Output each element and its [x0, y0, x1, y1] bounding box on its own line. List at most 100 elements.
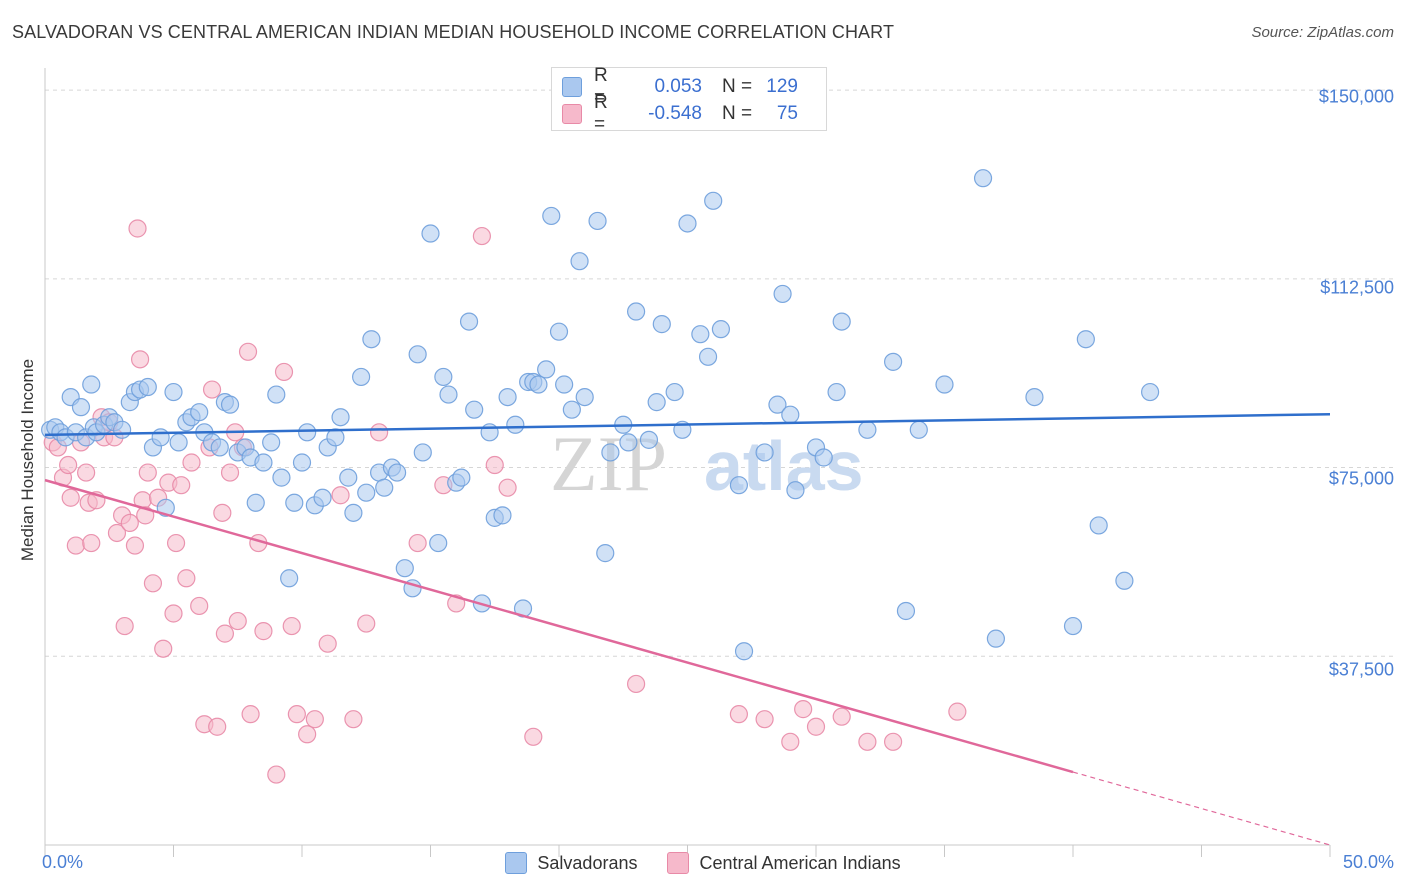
cai-point — [755, 710, 774, 729]
salvadoran-point — [267, 385, 286, 404]
y-tick-label: $75,000 — [1328, 468, 1394, 489]
legend-swatch — [562, 77, 582, 97]
salvadoran-point — [285, 493, 304, 512]
salvadoran-point — [387, 463, 407, 482]
salvadoran-point — [112, 420, 132, 439]
salvadoran-point — [529, 375, 548, 394]
salvadoran-point — [210, 438, 229, 457]
cai-point — [948, 702, 967, 721]
cai-point — [331, 486, 350, 505]
salvadoran-point — [272, 468, 291, 487]
cai-point — [215, 624, 234, 643]
salvadoran-point — [493, 506, 512, 525]
salvadoran-point — [292, 453, 312, 472]
cai-point — [858, 732, 877, 751]
cai-point — [267, 765, 286, 784]
legend-swatch — [505, 852, 528, 874]
salvadoran-point — [827, 382, 846, 402]
salvadoran-point — [832, 312, 851, 331]
correlation-legend: R = 0.053 N = 129 R = -0.548 N = 75 — [551, 65, 827, 135]
cai-point — [154, 639, 173, 658]
salvadoran-point — [755, 443, 774, 462]
salvadoran-point — [652, 315, 671, 334]
cai-point — [238, 342, 258, 361]
salvadoran-point — [331, 408, 350, 427]
cai-point — [115, 616, 134, 636]
legend-r-value: 0.053 — [654, 76, 702, 97]
salvadoran-point — [786, 481, 805, 500]
salvadoran-point — [596, 544, 615, 563]
y-tick-label: $150,000 — [1318, 86, 1394, 107]
cai-point — [220, 463, 240, 482]
salvadoran-point — [562, 400, 581, 419]
salvadoran-point — [1089, 516, 1108, 535]
salvadoran-point — [773, 284, 792, 304]
salvadoran-point — [678, 214, 697, 233]
cai-point — [254, 622, 273, 641]
salvadoran-point — [626, 302, 646, 321]
salvadoran-point — [781, 405, 800, 424]
salvadoran-point — [665, 382, 684, 402]
salvadoran-point — [220, 395, 240, 414]
salvadoran-point — [408, 345, 427, 364]
legend-r-value: -0.548 — [648, 103, 702, 124]
salvadoran-point — [973, 169, 993, 188]
salvadoran-point — [169, 433, 188, 452]
legend-n-label: N = — [722, 76, 753, 97]
cai-point — [172, 476, 191, 495]
cai-point — [883, 732, 903, 751]
salvadoran-point — [555, 375, 574, 394]
salvadoran-point — [704, 191, 723, 210]
salvadoran-point — [421, 224, 440, 243]
cai-point — [130, 350, 150, 369]
salvadoran-point — [357, 483, 376, 502]
cai-point — [282, 616, 301, 636]
salvadoran-point — [313, 488, 332, 507]
salvadoran-point — [814, 448, 833, 467]
salvadoran-point — [498, 387, 517, 407]
y-tick-label: $112,500 — [1320, 277, 1394, 298]
salvadoran-point — [1063, 616, 1083, 636]
cai-point — [128, 219, 147, 238]
cai-point — [61, 488, 80, 507]
legend-r-label: R = — [594, 92, 608, 135]
cai-point — [143, 574, 163, 593]
salvadoran-point — [339, 468, 358, 487]
salvadoran-point — [506, 415, 525, 434]
cai-point — [190, 596, 209, 616]
cai-point — [357, 614, 376, 633]
salvadoran-point — [298, 423, 317, 442]
trend-lines — [44, 412, 1331, 846]
salvadoran-point — [344, 503, 363, 522]
cai-point — [107, 523, 127, 543]
cai-point — [832, 707, 851, 726]
gridlines — [45, 89, 1395, 657]
cai-point — [66, 536, 85, 555]
salvadoran-point — [439, 385, 458, 404]
cai-point — [202, 380, 222, 399]
source-credit: Source: ZipAtlas.com — [1251, 24, 1394, 41]
salvadoran-point — [459, 312, 479, 331]
salvadoran-point — [619, 433, 638, 452]
salvadoran-point — [434, 367, 453, 387]
legend-item-salvadorans: Salvadorans — [505, 852, 637, 874]
cai-point — [472, 226, 491, 246]
chart-title: SALVADORAN VS CENTRAL AMERICAN INDIAN ME… — [12, 22, 895, 42]
cai-trend-line — [44, 478, 1074, 774]
cai-point — [781, 732, 800, 751]
salvadoran-point — [691, 325, 710, 344]
salvadoran-point — [537, 360, 556, 379]
legend-row-central-american-indians: R = -0.548 N = 75 — [562, 92, 798, 135]
salvadoran-point — [138, 377, 157, 397]
cai-trend-extrapolation — [1072, 771, 1331, 846]
salvadoran-point — [1115, 571, 1134, 590]
y-axis-label: Median Household Income — [18, 358, 37, 562]
salvadoran-point — [465, 400, 484, 419]
salvadoran-point — [71, 398, 91, 417]
salvadoran-point — [190, 403, 209, 422]
salvadoran-point — [375, 478, 394, 497]
legend-item-central-american-indians: Central American Indians — [667, 852, 901, 874]
cai-point — [138, 463, 157, 482]
legend-swatch — [667, 852, 690, 874]
